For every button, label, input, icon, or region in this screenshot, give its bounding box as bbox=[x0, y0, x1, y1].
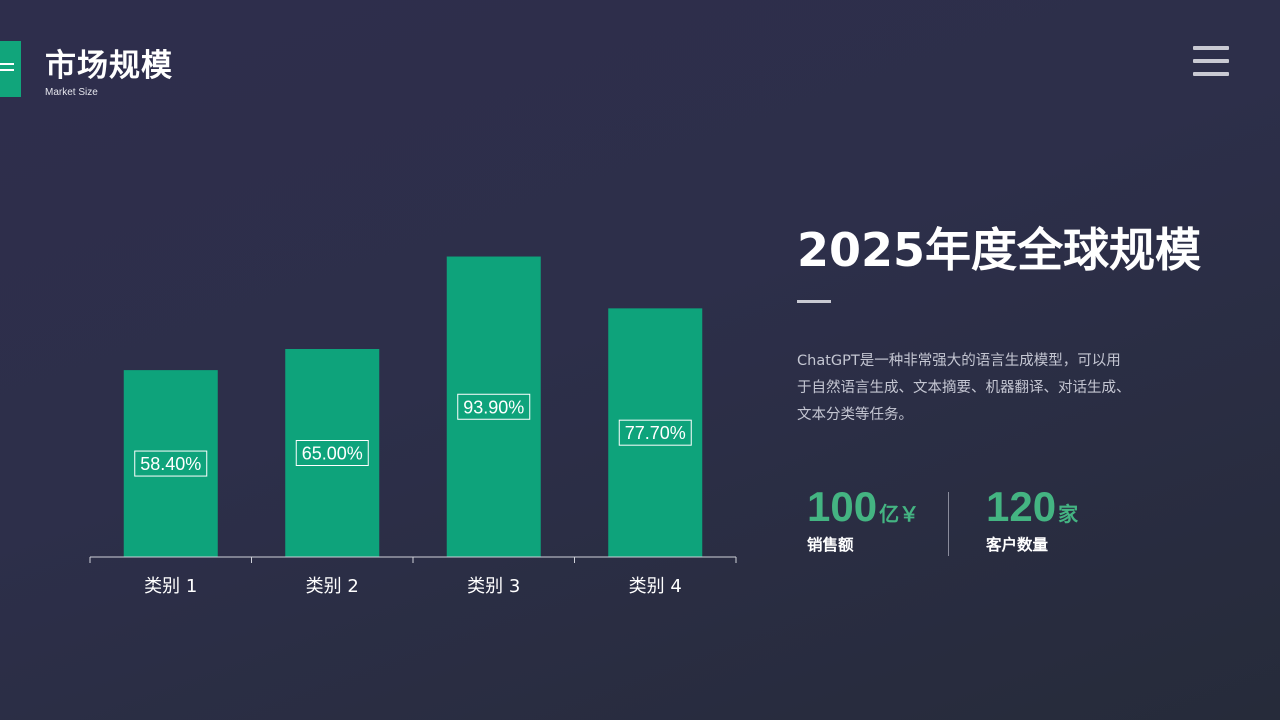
x-tick-label-2: 类别 2 bbox=[306, 576, 359, 597]
section-heading: 2025年度全球规模 bbox=[797, 223, 1202, 277]
stat-sales-unit: 亿￥ bbox=[879, 502, 920, 526]
data-label-2: 65.00% bbox=[302, 444, 363, 464]
data-label-3: 93.90% bbox=[463, 397, 524, 417]
bar-1 bbox=[123, 370, 218, 557]
bar-2 bbox=[285, 349, 380, 557]
page-subtitle: Market Size bbox=[45, 87, 98, 98]
bars-layer bbox=[123, 256, 703, 557]
data-label-box-3 bbox=[457, 393, 531, 420]
page-title: 市场规模 bbox=[45, 48, 173, 84]
hamburger-menu-icon[interactable] bbox=[1193, 44, 1229, 78]
stat-customers-label: 客户数量 bbox=[986, 536, 1049, 554]
labels-layer: 58.40% 类别 1 65.00% 类别 2 93.90% 类别 3 77.70% 类别 4 bbox=[134, 393, 692, 597]
data-label-box-2 bbox=[295, 440, 369, 466]
description-text: ChatGPT是一种非常强大的语言生成模型，可以用于自然语言生成、文本摘要、机器… bbox=[797, 352, 1131, 423]
x-axis bbox=[89, 556, 737, 563]
accent-lines-icon bbox=[0, 63, 14, 75]
stat-customers: 120 家 客户数量 bbox=[986, 483, 1078, 555]
stat-divider bbox=[948, 492, 949, 556]
bar-chart: 58.40% 类别 1 65.00% 类别 2 93.90% 类别 3 77.70% 类别 4 bbox=[89, 256, 737, 597]
x-tick-label-4: 类别 4 bbox=[629, 576, 682, 597]
data-label-box-4 bbox=[618, 419, 692, 446]
bar-3 bbox=[446, 256, 541, 557]
data-label-4: 77.70% bbox=[625, 423, 686, 443]
bar-4 bbox=[608, 308, 703, 557]
data-label-box-1 bbox=[134, 450, 208, 477]
x-tick-label-1: 类别 1 bbox=[144, 576, 197, 597]
stat-sales-label: 销售额 bbox=[807, 536, 854, 554]
stat-sales-value: 100 bbox=[807, 483, 878, 530]
heading-divider bbox=[797, 300, 831, 303]
stat-customers-value: 120 bbox=[986, 483, 1057, 530]
stat-sales: 100 亿￥ 销售额 bbox=[807, 483, 919, 555]
stat-customers-unit: 家 bbox=[1058, 502, 1079, 526]
x-tick-label-3: 类别 3 bbox=[467, 576, 520, 597]
data-label-1: 58.40% bbox=[140, 454, 201, 474]
accent-block bbox=[0, 41, 21, 97]
